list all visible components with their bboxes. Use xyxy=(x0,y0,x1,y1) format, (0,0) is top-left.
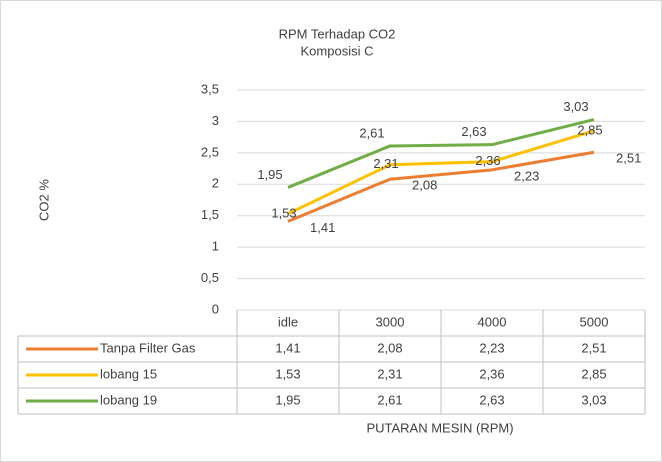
y-axis-label: CO2 % xyxy=(36,179,51,221)
legend-label: lobang 19 xyxy=(100,392,157,407)
data-label: 2,63 xyxy=(461,124,486,139)
y-tick-label: 2,5 xyxy=(201,144,219,159)
table-cell: 2,61 xyxy=(377,392,402,407)
y-tick-label: 0,5 xyxy=(201,270,219,285)
legend-label: lobang 15 xyxy=(100,366,157,381)
table-header: 5000 xyxy=(580,314,609,329)
chart-subtitle: Komposisi C xyxy=(301,43,374,58)
series-line xyxy=(287,150,595,223)
table-cell: 3,03 xyxy=(581,392,606,407)
chart-title: RPM Terhadap CO2 xyxy=(279,26,396,41)
data-label: 1,95 xyxy=(257,167,282,182)
table-header: 4000 xyxy=(478,314,507,329)
table-cell: 2,31 xyxy=(377,366,402,381)
table-header: idle xyxy=(278,314,298,329)
table-cell: 2,23 xyxy=(479,340,504,355)
table-cell: 2,63 xyxy=(479,392,504,407)
y-tick-label: 0 xyxy=(212,301,219,316)
data-label: 1,41 xyxy=(310,220,335,235)
table-cell: 2,85 xyxy=(581,366,606,381)
y-tick-label: 1 xyxy=(212,239,219,254)
table-cell: 1,95 xyxy=(275,392,300,407)
table-cell: 1,53 xyxy=(275,366,300,381)
data-label: 1,53 xyxy=(271,205,296,220)
table-cell: 2,36 xyxy=(479,366,504,381)
x-axis-label: PUTARAN MESIN (RPM) xyxy=(366,420,513,435)
table-header: 3000 xyxy=(376,314,405,329)
data-label: 2,61 xyxy=(359,125,384,140)
y-tick-label: 3 xyxy=(212,113,219,128)
data-label: 2,31 xyxy=(373,156,398,171)
series-line xyxy=(287,118,595,189)
data-label: 2,85 xyxy=(577,122,602,137)
y-tick-label: 3,5 xyxy=(201,81,219,96)
table-cell: 2,08 xyxy=(377,340,402,355)
data-label: 2,08 xyxy=(412,178,437,193)
data-label: 2,23 xyxy=(514,168,539,183)
y-tick-label: 1,5 xyxy=(201,207,219,222)
series-line xyxy=(287,129,595,216)
data-label: 2,51 xyxy=(616,151,641,166)
data-label: 3,03 xyxy=(563,99,588,114)
legend-label: Tanpa Filter Gas xyxy=(100,340,196,355)
data-label: 2,36 xyxy=(475,153,500,168)
table-cell: 2,51 xyxy=(581,340,606,355)
y-tick-label: 2 xyxy=(212,176,219,191)
table-cell: 1,41 xyxy=(275,340,300,355)
